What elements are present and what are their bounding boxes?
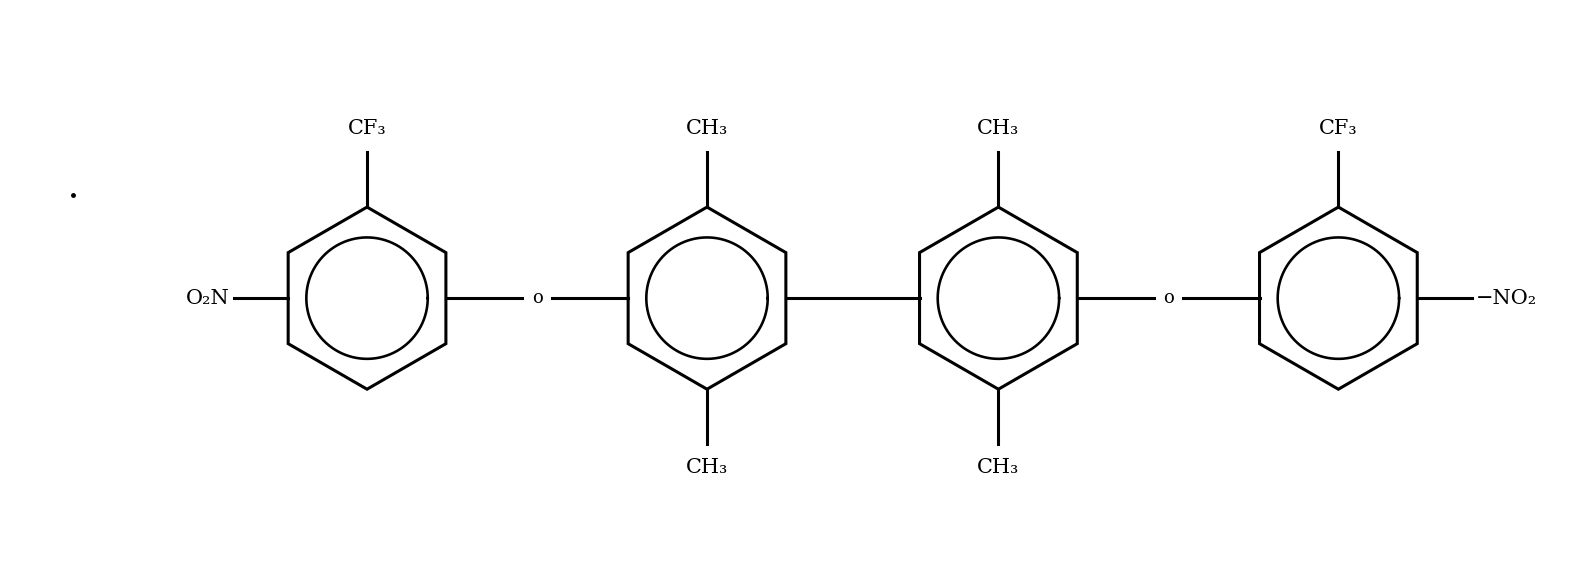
Text: o: o — [1163, 289, 1174, 307]
Text: o: o — [532, 289, 542, 307]
Text: CF₃: CF₃ — [348, 119, 386, 138]
Text: CH₃: CH₃ — [686, 458, 729, 478]
Text: CH₃: CH₃ — [977, 119, 1020, 138]
Text: CH₃: CH₃ — [686, 119, 729, 138]
Text: CF₃: CF₃ — [1319, 119, 1357, 138]
Text: O₂N: O₂N — [187, 289, 230, 308]
Text: CH₃: CH₃ — [977, 458, 1020, 478]
Text: −NO₂: −NO₂ — [1476, 289, 1536, 308]
